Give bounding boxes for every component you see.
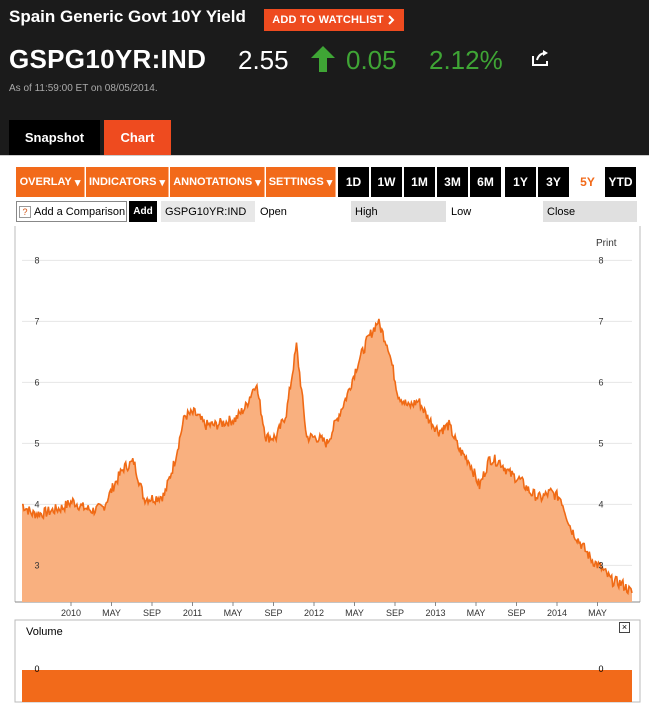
range-6m-button[interactable]: 6M (470, 167, 501, 197)
range-3y-button[interactable]: 3Y (538, 167, 569, 197)
y-tick-label: 8 (598, 255, 603, 265)
x-tick-label: 2014 (547, 608, 567, 618)
chart-panel (0, 155, 649, 712)
legend-close: Close (543, 201, 637, 222)
y-tick-label: 7 (598, 316, 603, 326)
watchlist-label: ADD TO WATCHLIST (272, 14, 384, 26)
y-tick-label: 6 (598, 377, 603, 387)
x-tick-label: MAY (467, 608, 486, 618)
page-title: Spain Generic Govt 10Y Yield (9, 7, 246, 26)
x-tick-label: 2013 (425, 608, 445, 618)
x-tick-label: 2011 (183, 608, 202, 618)
x-tick-label: MAY (224, 608, 243, 618)
as-of-timestamp: As of 11:59:00 ET on 08/05/2014. (9, 83, 158, 94)
y-tick-label: 5 (598, 438, 603, 448)
x-tick-label: MAY (588, 608, 607, 618)
add-to-watchlist-button[interactable]: ADD TO WATCHLIST (264, 9, 404, 31)
range-1y-button[interactable]: 1Y (505, 167, 536, 197)
price-area (22, 318, 632, 602)
range-3m-button[interactable]: 3M (437, 167, 468, 197)
help-icon[interactable]: ? (19, 205, 31, 218)
caret-down-icon: ▾ (159, 176, 166, 189)
x-tick-label: 2012 (304, 608, 324, 618)
caret-down-icon: ▾ (326, 176, 333, 189)
x-tick-label: MAY (345, 608, 364, 618)
tab-chart[interactable]: Chart (104, 120, 171, 155)
chevron-right-icon (388, 15, 395, 25)
caret-down-icon: ▾ (74, 176, 81, 189)
range-5y-button[interactable]: 5Y (572, 167, 603, 197)
annotations-label: ANNOTATIONS (173, 176, 253, 188)
comparison-input[interactable]: ? Add a Comparison (16, 201, 127, 222)
volume-tick-label: 0 (598, 664, 603, 674)
print-link[interactable]: Print (596, 238, 617, 249)
price-change-percent: 2.12% (429, 45, 503, 75)
range-1w-button[interactable]: 1W (371, 167, 402, 197)
price-change: 0.05 (346, 45, 397, 75)
legend-symbol: GSPG10YR:IND (161, 201, 255, 222)
overlay-label: OVERLAY (19, 176, 72, 188)
x-tick-label: SEP (507, 608, 525, 618)
range-ytd-button[interactable]: YTD (605, 167, 636, 197)
caret-down-icon: ▾ (255, 176, 261, 189)
price-chart[interactable]: 3 3 4 4 5 5 6 6 7 7 8 8 2010 MAY SEP 2011 MAY SEP 2012 MAY… (0, 226, 649, 712)
annotations-menu[interactable]: ANNOTATIONS ▾ (170, 167, 265, 197)
close-icon[interactable]: × (619, 622, 630, 633)
ticker-symbol: GSPG10YR:IND (9, 44, 207, 74)
volume-label: Volume (26, 626, 63, 638)
x-tick-label: SEP (386, 608, 404, 618)
overlay-menu[interactable]: OVERLAY ▾ (16, 167, 85, 197)
legend-low: Low (447, 201, 542, 222)
y-tick-label: 6 (34, 377, 39, 387)
x-tick-label: 2010 (61, 608, 81, 618)
price-line (21, 318, 633, 596)
share-icon[interactable] (531, 49, 551, 67)
volume-tick-label: 0 (34, 664, 39, 674)
indicators-menu[interactable]: INDICATORS ▾ (86, 167, 169, 197)
add-comparison-button[interactable]: Add (129, 201, 157, 222)
comparison-placeholder: Add a Comparison (34, 205, 126, 218)
y-tick-label: 4 (34, 499, 39, 509)
y-tick-label: 3 (34, 560, 39, 570)
up-arrow-icon (311, 46, 335, 72)
y-tick-label: 8 (34, 255, 39, 265)
legend-open: Open (256, 201, 350, 222)
y-tick-label: 7 (34, 316, 39, 326)
last-price: 2.55 (238, 45, 289, 75)
y-tick-label: 5 (34, 438, 39, 448)
indicators-label: INDICATORS (88, 176, 157, 188)
settings-menu[interactable]: SETTINGS ▾ (266, 167, 336, 197)
x-tick-label: SEP (143, 608, 161, 618)
settings-label: SETTINGS (268, 176, 324, 188)
volume-bar (22, 670, 632, 702)
tab-snapshot[interactable]: Snapshot (9, 120, 100, 155)
legend-high: High (351, 201, 446, 222)
range-1d-button[interactable]: 1D (338, 167, 369, 197)
x-tick-label: MAY (102, 608, 121, 618)
x-tick-label: SEP (264, 608, 282, 618)
y-tick-label: 4 (598, 499, 603, 509)
y-tick-label: 3 (598, 560, 603, 570)
range-1m-button[interactable]: 1M (404, 167, 435, 197)
